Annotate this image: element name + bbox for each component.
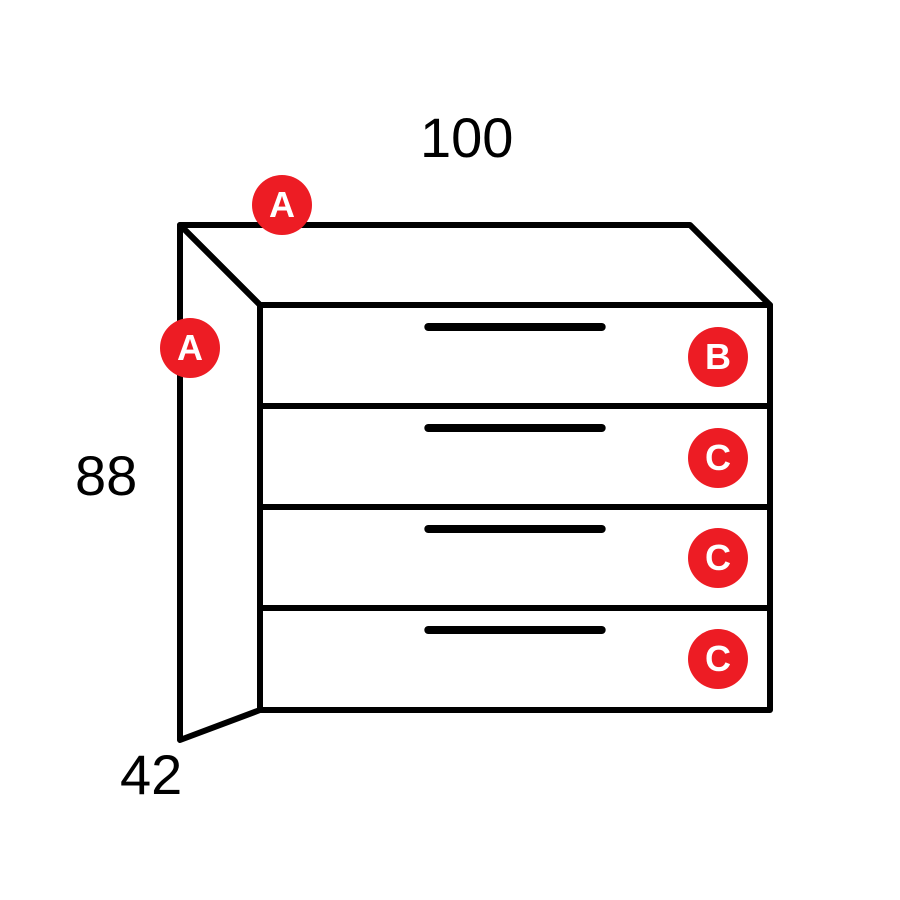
callout-badge-c: C [688, 428, 748, 488]
dimension-depth: 42 [120, 742, 182, 807]
dimension-height: 88 [75, 443, 137, 508]
diagram-canvas: 1008842 AABCCC [0, 0, 900, 900]
side-face [180, 225, 260, 740]
callout-badge-c: C [688, 528, 748, 588]
callout-badge-a: A [252, 175, 312, 235]
callout-badge-a: A [160, 318, 220, 378]
callout-badge-c: C [688, 629, 748, 689]
dimension-width: 100 [420, 105, 513, 170]
top-face [180, 225, 770, 305]
callout-badge-b: B [688, 327, 748, 387]
